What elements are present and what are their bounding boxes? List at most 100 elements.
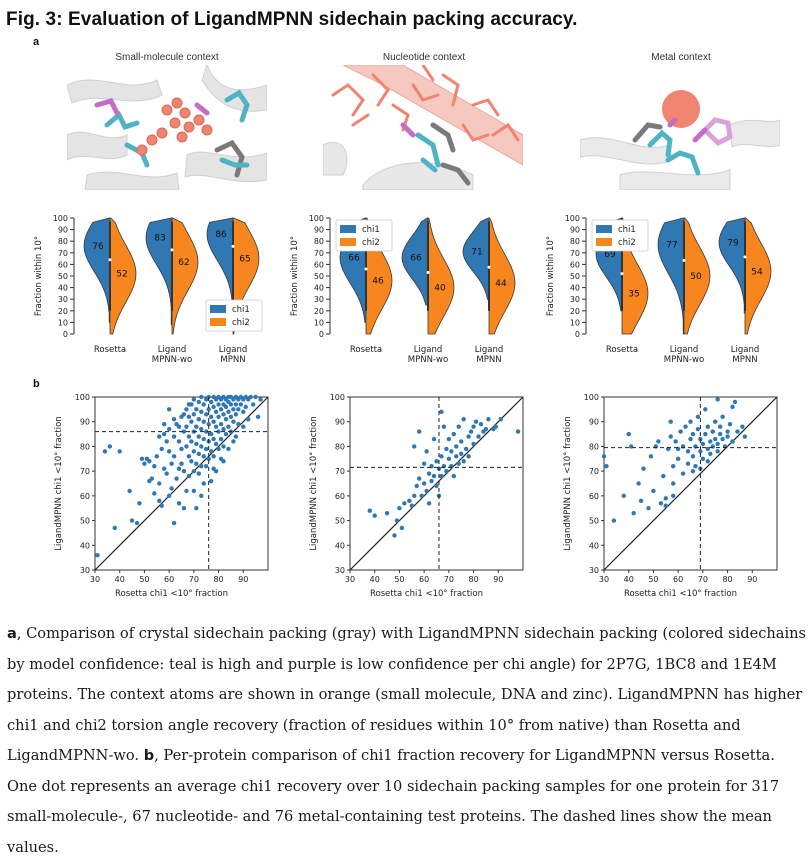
y-tick-label: 60 <box>570 260 580 269</box>
y-tick-label: 70 <box>335 467 345 476</box>
scatter-point <box>196 434 201 439</box>
scatter-point <box>206 407 211 412</box>
y-tick-label: 90 <box>58 226 68 235</box>
chi2-value-label: 44 <box>495 279 507 289</box>
y-tick-label: 60 <box>335 492 345 501</box>
scatter-point <box>668 434 673 439</box>
scatter-point <box>663 496 668 501</box>
scatter-point <box>434 483 439 489</box>
violin-median-dot-1 <box>426 271 430 275</box>
scatter-point <box>226 424 231 429</box>
scatter-point <box>199 464 204 469</box>
scatter-point <box>725 434 730 439</box>
violin-chi2-1 <box>683 217 711 335</box>
scatter-point <box>730 404 735 410</box>
scatter-point <box>191 449 197 454</box>
y-tick-label: 30 <box>58 295 68 304</box>
scatter-point <box>248 394 253 400</box>
x-tick-label: 90 <box>747 575 757 584</box>
diagonal-line <box>349 396 524 571</box>
y-tick-label: 40 <box>570 284 580 293</box>
scatter-point <box>431 473 437 479</box>
chi2-value-label: 62 <box>178 258 189 268</box>
scatter-point <box>471 441 476 447</box>
y-tick-label: 80 <box>58 237 68 246</box>
scatter-point <box>171 520 177 526</box>
chi1-value-label: 66 <box>410 253 422 263</box>
chi2-value-label: 46 <box>372 277 384 287</box>
scatter-point <box>424 488 429 494</box>
context-title-small-molecule: Small-molecule context <box>115 52 219 63</box>
y-tick-label: 30 <box>589 566 599 575</box>
scatter-point <box>486 417 491 422</box>
scatter-point <box>690 431 696 437</box>
scatter-point <box>162 421 167 427</box>
nucleotide-structure-image <box>323 65 523 190</box>
scatter-point <box>211 404 216 410</box>
scatter-point <box>191 412 197 417</box>
y-tick-label: 50 <box>589 517 599 526</box>
x-category-label: Ligand <box>731 345 759 355</box>
scatter-point <box>238 402 244 407</box>
scatter-point <box>201 436 206 442</box>
scatter-point <box>184 488 189 494</box>
scatter-point <box>720 414 725 419</box>
x-axis-label: Rosetta chi1 <10° fraction <box>115 589 228 599</box>
y-tick-label: 50 <box>314 272 324 281</box>
violin-chi2-2 <box>488 217 516 335</box>
y-tick-label: 80 <box>570 237 580 246</box>
chi1-value-label: 79 <box>727 238 739 248</box>
scatter-point <box>139 456 145 461</box>
scatter-point <box>223 404 229 410</box>
plot-frame <box>603 396 778 571</box>
scatter-point <box>216 446 221 452</box>
violin-median-dot-0 <box>108 258 112 262</box>
scatter-point <box>715 449 720 454</box>
x-tick-label: 70 <box>444 575 454 584</box>
scatter-point <box>194 424 199 429</box>
scatter-point <box>656 439 661 444</box>
scatter-point <box>171 434 177 439</box>
chi2-value-label: 35 <box>628 289 639 299</box>
scatter-point <box>703 431 708 437</box>
legend-label-chi1: chi1 <box>232 305 250 315</box>
scatter-point <box>159 503 164 508</box>
scatter-point <box>725 429 730 434</box>
x-tick-label: 90 <box>493 575 503 584</box>
scatter-point <box>604 464 609 469</box>
violin-chi2-0 <box>109 217 137 335</box>
violin-chart-small-molecule: 0 10 20 30 40 50 60 70 80 90 100 Fraction within 10… <box>34 214 263 365</box>
scatter-point <box>199 493 204 499</box>
y-tick-label: 60 <box>80 492 90 501</box>
scatter-point <box>730 439 735 444</box>
scatter-point <box>231 439 236 444</box>
panel-b-label: b <box>33 378 40 390</box>
scatter-point <box>176 439 182 444</box>
violin-chi1-2 <box>462 217 490 300</box>
chi2-value-label: 40 <box>434 284 446 294</box>
scatter-point <box>434 459 439 464</box>
scatter-point <box>454 454 459 459</box>
scatter-point <box>142 461 147 466</box>
scatter-point <box>241 424 246 429</box>
chi2-value-label: 65 <box>239 255 250 265</box>
scatter-point <box>152 464 157 469</box>
y-tick-label: 60 <box>314 260 324 269</box>
y-tick-label: 100 <box>584 393 599 402</box>
scatter-point <box>164 471 169 476</box>
legend-swatch-chi1 <box>596 225 612 233</box>
x-category-label: Ligand <box>475 345 503 355</box>
violin-median-dot-0 <box>364 267 368 271</box>
caption-b-text: , Per-protein comparison of chi1 fractio… <box>7 747 780 856</box>
scatter-point <box>727 421 733 427</box>
scatter-point <box>213 441 219 447</box>
scatter-point <box>456 424 461 429</box>
y-tick-label: 0 <box>319 330 324 339</box>
x-tick-label: 60 <box>164 575 174 584</box>
scatter-point <box>194 441 199 447</box>
scatter-point <box>372 513 377 518</box>
scatter-point <box>181 506 187 511</box>
x-tick-label: 50 <box>394 575 404 584</box>
scatter-point <box>658 501 664 506</box>
scatter-point <box>201 481 206 486</box>
